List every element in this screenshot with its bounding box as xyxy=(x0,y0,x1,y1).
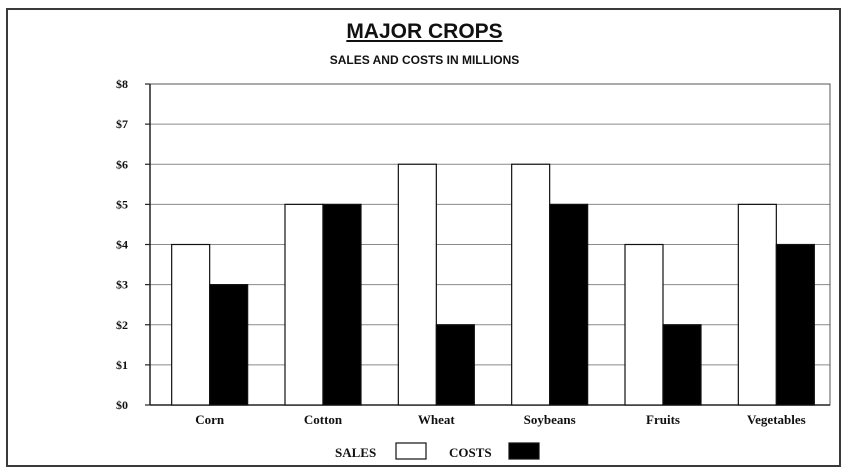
x-tick-label: Vegetables xyxy=(747,412,806,427)
bar-costs-vegetables xyxy=(775,243,815,406)
x-tick-label: Cotton xyxy=(304,412,343,427)
bar-sales-corn xyxy=(171,243,211,406)
legend-swatch-sales xyxy=(395,442,427,460)
y-tick-label: $6 xyxy=(116,157,128,171)
y-tick-label: $7 xyxy=(116,117,128,131)
y-tick-label: $0 xyxy=(116,398,128,412)
legend-swatch-costs xyxy=(508,442,540,460)
bar-costs-corn xyxy=(209,284,249,406)
bar-sales-cotton xyxy=(284,203,324,406)
bar-costs-wheat xyxy=(435,324,475,406)
y-tick-label: $1 xyxy=(116,358,128,372)
chart-subtitle: SALES AND COSTS IN MILLIONS xyxy=(329,53,520,67)
bar-sales-vegetables xyxy=(737,203,777,406)
x-tick-label: Soybeans xyxy=(524,412,576,427)
bar-sales-fruits xyxy=(624,243,664,406)
y-tick-label: $2 xyxy=(116,318,128,332)
bar-sales-soybeans xyxy=(511,163,551,406)
x-tick-label: Wheat xyxy=(418,412,456,427)
x-tick-label: Corn xyxy=(195,412,225,427)
bar-costs-fruits xyxy=(662,324,702,406)
bar-sales-wheat xyxy=(397,163,437,406)
chart-title: MAJOR CROPS xyxy=(346,20,503,43)
bar-costs-cotton xyxy=(322,203,362,406)
legend-label-costs: COSTS xyxy=(449,445,492,460)
y-tick-label: $3 xyxy=(116,278,128,292)
bar-costs-soybeans xyxy=(549,203,589,406)
y-tick-label: $8 xyxy=(116,77,128,91)
y-tick-label: $4 xyxy=(116,238,128,252)
legend-label-sales: SALES xyxy=(335,445,376,460)
x-tick-label: Fruits xyxy=(646,412,680,427)
y-tick-label: $5 xyxy=(116,197,128,211)
